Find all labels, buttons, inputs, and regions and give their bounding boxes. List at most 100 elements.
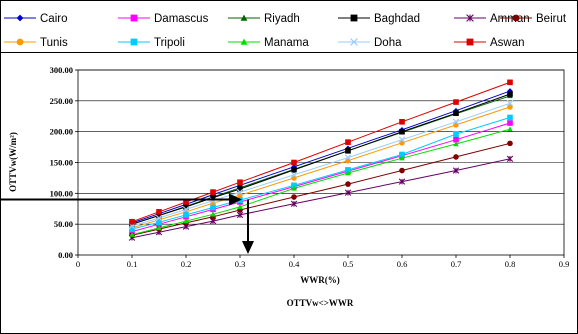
series-line-damascus [131, 122, 511, 233]
series-line-manama [131, 128, 511, 236]
data-point-amman [452, 167, 460, 174]
data-point-tunis [507, 104, 513, 110]
data-point-baghdad [507, 91, 513, 97]
legend-entry-cairo: Cairo [4, 13, 67, 25]
x-tick-label: 0.2 [181, 259, 192, 269]
series-line-cairo [131, 90, 511, 224]
data-point-aswan [399, 119, 405, 125]
data-point-manama [129, 231, 135, 237]
data-point-tripoli [507, 114, 513, 121]
series-line-amman [131, 158, 511, 239]
chart-title: OTTVw<>WWR [287, 298, 354, 308]
y-tick-label: 150.00 [50, 158, 73, 168]
x-tick-label: 0 [76, 259, 80, 269]
y-tick-label: 200.00 [50, 127, 73, 137]
legend-entry-damascus: Damascus [118, 13, 209, 25]
data-point-tripoli [156, 219, 162, 226]
legend-entry-tripoli: Tripoli [118, 37, 185, 49]
legend-label: Cairo [40, 13, 67, 25]
series-line-doha [131, 102, 511, 227]
legend-label: Doha [374, 37, 402, 49]
legend-swatch-marker [512, 14, 520, 22]
legend-swatch-marker [350, 14, 358, 22]
y-tick-label: 100.00 [50, 188, 73, 198]
series-line-tripoli [131, 117, 511, 230]
x-tick-label: 0.1 [127, 259, 138, 269]
data-point-manama [210, 211, 216, 217]
data-point-tripoli [399, 151, 405, 158]
x-axis-title: WWR(%) [300, 275, 340, 285]
ticks: 0.00 50.00 100.00 150.00 200.00 250.00 300.00 0… [50, 65, 570, 269]
series-manama [129, 126, 513, 237]
x-tick-label: 0.3 [235, 259, 246, 269]
data-point-aswan [237, 179, 243, 186]
data-point-manama [183, 218, 189, 224]
data-point-amman [506, 155, 514, 162]
series-line-baghdad [131, 93, 511, 225]
grid [78, 69, 564, 225]
data-point-beirut [507, 140, 513, 147]
data-point-tripoli [453, 131, 459, 137]
data-point-aswan [129, 218, 135, 225]
data-point-baghdad [345, 147, 351, 154]
legend-label: Baghdad [374, 13, 420, 25]
data-point-baghdad [183, 204, 189, 210]
legend-label: Riyadh [264, 13, 300, 25]
legend-swatch-marker [466, 14, 474, 22]
series-line-beirut [131, 142, 511, 236]
legend-swatch-marker [240, 14, 248, 21]
legend-label: Beirut [536, 13, 567, 25]
x-tick-label: 0.5 [343, 259, 354, 269]
data-point-tripoli [345, 167, 351, 173]
data-point-tripoli [210, 204, 216, 211]
data-point-beirut [399, 167, 405, 174]
legend-swatch-marker [466, 38, 474, 46]
x-tick-label: 0.9 [559, 259, 570, 269]
data-point-doha [398, 136, 406, 143]
y-tick-label: 50.00 [54, 219, 73, 229]
data-point-doha [290, 171, 298, 179]
data-point-doha [344, 154, 352, 161]
data-point-tripoli [183, 212, 189, 218]
data-point-baghdad [399, 128, 405, 135]
legend: Cairo Damascus Riyadh Baghdad Amman Beirut Tun… [4, 13, 567, 49]
data-point-doha [506, 100, 514, 107]
data-point-amman [236, 211, 244, 219]
legend-label: Tripoli [154, 37, 185, 49]
legend-swatch-marker [16, 38, 24, 46]
data-point-aswan [507, 79, 513, 86]
annotation-horizontal-arrowhead [229, 193, 242, 206]
legend-entry-amman: Amman [454, 13, 530, 25]
legend-label: Aswan [490, 37, 525, 49]
data-point-manama [453, 141, 459, 147]
legend-entry-tunis: Tunis [4, 37, 68, 49]
data-point-aswan [453, 99, 459, 105]
data-point-beirut [345, 181, 351, 187]
legend-swatch-marker [240, 38, 248, 45]
series-layer [128, 79, 514, 241]
legend-swatch-marker [130, 14, 138, 22]
series-tripoli [129, 114, 513, 232]
data-point-doha [452, 118, 460, 126]
data-point-doha [236, 188, 244, 196]
data-point-aswan [156, 209, 162, 215]
y-tick-label: 0.00 [58, 250, 73, 260]
legend-label: Damascus [154, 13, 209, 25]
legend-label: Tunis [40, 37, 68, 49]
legend-entry-aswan: Aswan [454, 37, 525, 49]
x-tick-label: 0.6 [397, 259, 408, 269]
data-point-amman [398, 178, 406, 185]
data-point-manama [291, 185, 297, 191]
annotation-arrows [0, 193, 254, 254]
data-point-aswan [183, 199, 189, 205]
legend-label: Manama [264, 37, 309, 49]
data-point-manama [237, 204, 243, 210]
data-point-baghdad [291, 167, 297, 173]
legend-swatch-marker [16, 14, 24, 22]
data-point-damascus [453, 136, 459, 143]
data-point-baghdad [210, 194, 216, 201]
legend-entry-baghdad: Baghdad [338, 13, 420, 25]
x-tick-label: 0.7 [451, 259, 462, 269]
data-point-baghdad [237, 186, 243, 192]
legend-entry-beirut: Beirut [500, 13, 567, 25]
